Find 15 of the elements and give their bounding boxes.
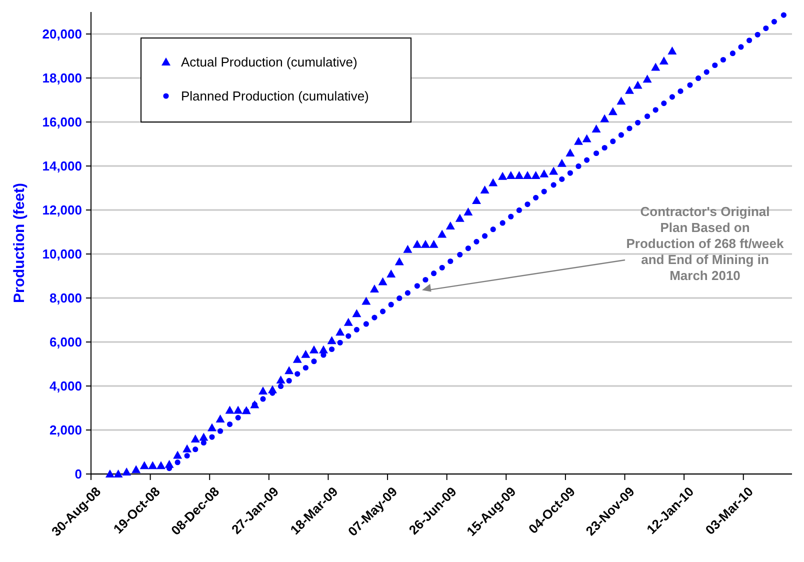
legend-label: Actual Production (cumulative)	[181, 54, 358, 70]
annotation: Contractor's Original Plan Based on Production of 268 ft/week and End of Mining in March 2010	[626, 204, 784, 283]
y-axis-title: Production (feet)	[11, 183, 28, 303]
y-tick-label: 4,000	[49, 378, 82, 394]
y-tick-label: 0	[74, 466, 82, 482]
y-tick-label: 6,000	[49, 334, 82, 350]
y-tick-label: 12,000	[42, 202, 82, 218]
y-tick-label: 16,000	[42, 114, 82, 130]
y-tick-label: 20,000	[42, 26, 82, 42]
y-tick-label: 8,000	[49, 290, 82, 306]
y-tick-label: 14,000	[42, 158, 82, 174]
y-tick-label: 2,000	[49, 422, 82, 438]
legend-label: Planned Production (cumulative)	[181, 88, 369, 104]
y-tick-label: 10,000	[42, 246, 82, 262]
y-tick-label: 18,000	[42, 70, 82, 86]
